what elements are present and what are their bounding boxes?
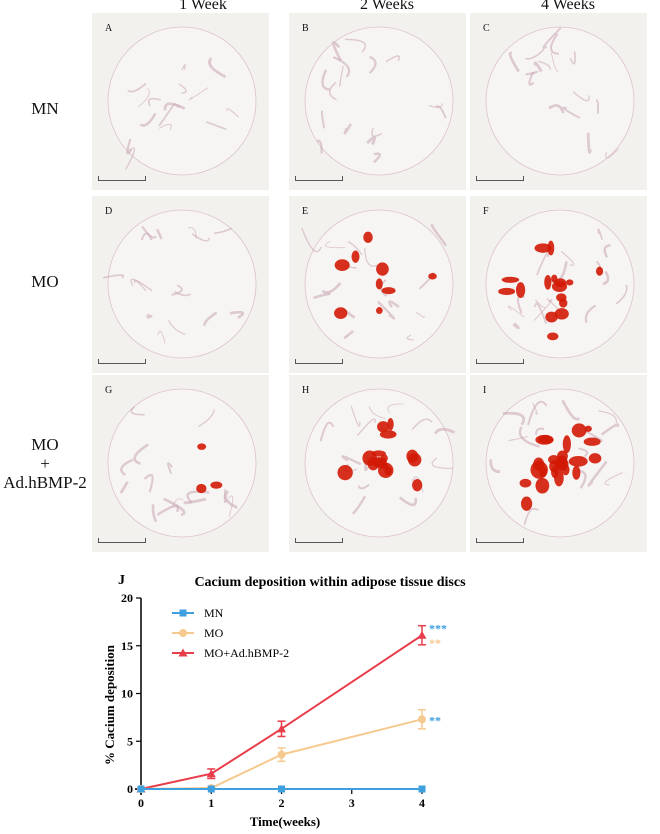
x-tick-label: 1	[208, 796, 214, 810]
histology-panel-h: H	[289, 375, 466, 552]
chart-title: Cacium deposition within adipose tissue …	[194, 575, 466, 590]
x-tick-label: 0	[138, 796, 144, 810]
row-label-line: MO	[31, 272, 59, 291]
panel-letter: E	[302, 206, 309, 217]
scale-bar	[295, 359, 343, 364]
scale-bar	[476, 176, 524, 181]
chart-panel-letter: J	[118, 573, 125, 588]
histology-panel-d: D	[92, 196, 269, 373]
y-tick-label: 5	[127, 734, 133, 748]
data-point-marker	[179, 629, 187, 637]
scale-bar	[98, 538, 146, 543]
tissue-section-image	[107, 26, 257, 176]
tissue-section-image	[304, 26, 454, 176]
data-point-marker	[179, 609, 187, 617]
legend-label: MO	[204, 626, 224, 640]
line-chart: J Cacium deposition within adipose tissu…	[102, 573, 466, 829]
y-axis-label: % Cacium deposition	[102, 644, 117, 765]
panel-letter: A	[105, 23, 113, 34]
panel-letter: D	[105, 206, 113, 217]
scale-bar	[476, 359, 524, 364]
tissue-section-image	[301, 209, 454, 359]
row-label-line: +	[40, 454, 50, 473]
scale-bar	[295, 176, 343, 181]
scale-bar	[98, 176, 146, 181]
row-label-line: MO	[31, 435, 59, 454]
row-label-mo-ad-hbmp2: MO + Ad.hBMP-2	[0, 435, 90, 492]
significance-marker: **	[429, 636, 441, 650]
data-point-marker	[278, 785, 285, 793]
data-point-marker	[277, 750, 286, 759]
data-point-marker	[137, 785, 145, 793]
data-point-marker	[178, 648, 188, 657]
y-tick-label: 0	[127, 782, 133, 796]
data-point-marker	[206, 769, 216, 778]
tissue-section-image	[485, 26, 635, 176]
data-point-marker	[277, 724, 286, 733]
x-tick-label: 3	[349, 796, 355, 810]
significance-marker: ***	[429, 622, 447, 636]
tissue-section-image	[304, 388, 456, 538]
scale-bar	[98, 359, 146, 364]
histology-panel-i: I	[470, 375, 647, 552]
histology-panel-f: F	[470, 196, 647, 373]
significance-marker: **	[429, 713, 441, 727]
y-tick-label: 10	[121, 687, 133, 701]
panel-letter: C	[483, 23, 490, 34]
x-tick-label: 4	[419, 796, 425, 810]
data-point-marker	[418, 715, 426, 724]
column-header-2-weeks: 2 Weeks	[360, 0, 414, 13]
data-point-marker	[417, 630, 427, 639]
histology-panel-e: E	[289, 196, 466, 373]
histology-panel-c: C	[470, 13, 647, 190]
x-tick-label: 2	[279, 796, 285, 810]
x-axis-label: Time(weeks)	[250, 814, 321, 829]
row-label-mo: MO	[20, 272, 70, 291]
histology-panel-b: B	[289, 13, 466, 190]
y-tick-label: 15	[121, 639, 133, 653]
column-header-1-week: 1 Week	[179, 0, 227, 13]
column-header-4-weeks: 4 Weeks	[541, 0, 595, 13]
scale-bar	[295, 538, 343, 543]
row-label-mn: MN	[20, 99, 70, 118]
tissue-section-image	[102, 209, 257, 359]
histology-panel-g: G	[92, 375, 269, 552]
legend-label: MN	[204, 606, 224, 620]
row-label-line: Ad.hBMP-2	[3, 473, 87, 492]
tissue-section-image	[485, 209, 635, 359]
series-line	[140, 634, 423, 790]
panel-letter: I	[483, 385, 487, 396]
data-point-marker	[207, 785, 215, 793]
panel-letter: B	[302, 23, 309, 34]
panel-letter: F	[483, 206, 489, 217]
tissue-section-image	[485, 388, 635, 538]
y-tick-label: 20	[121, 591, 133, 605]
tissue-section-image	[107, 388, 257, 538]
histology-panel-a: A	[92, 13, 269, 190]
row-label-line: MN	[31, 99, 59, 118]
scale-bar	[476, 538, 524, 543]
data-point-marker	[418, 785, 426, 793]
chart-panel-j: J Cacium deposition within adipose tissu…	[0, 560, 660, 829]
legend-label: MO+Ad.hBMP-2	[204, 646, 289, 660]
panel-letter: G	[105, 385, 113, 396]
panel-letter: H	[302, 385, 310, 396]
